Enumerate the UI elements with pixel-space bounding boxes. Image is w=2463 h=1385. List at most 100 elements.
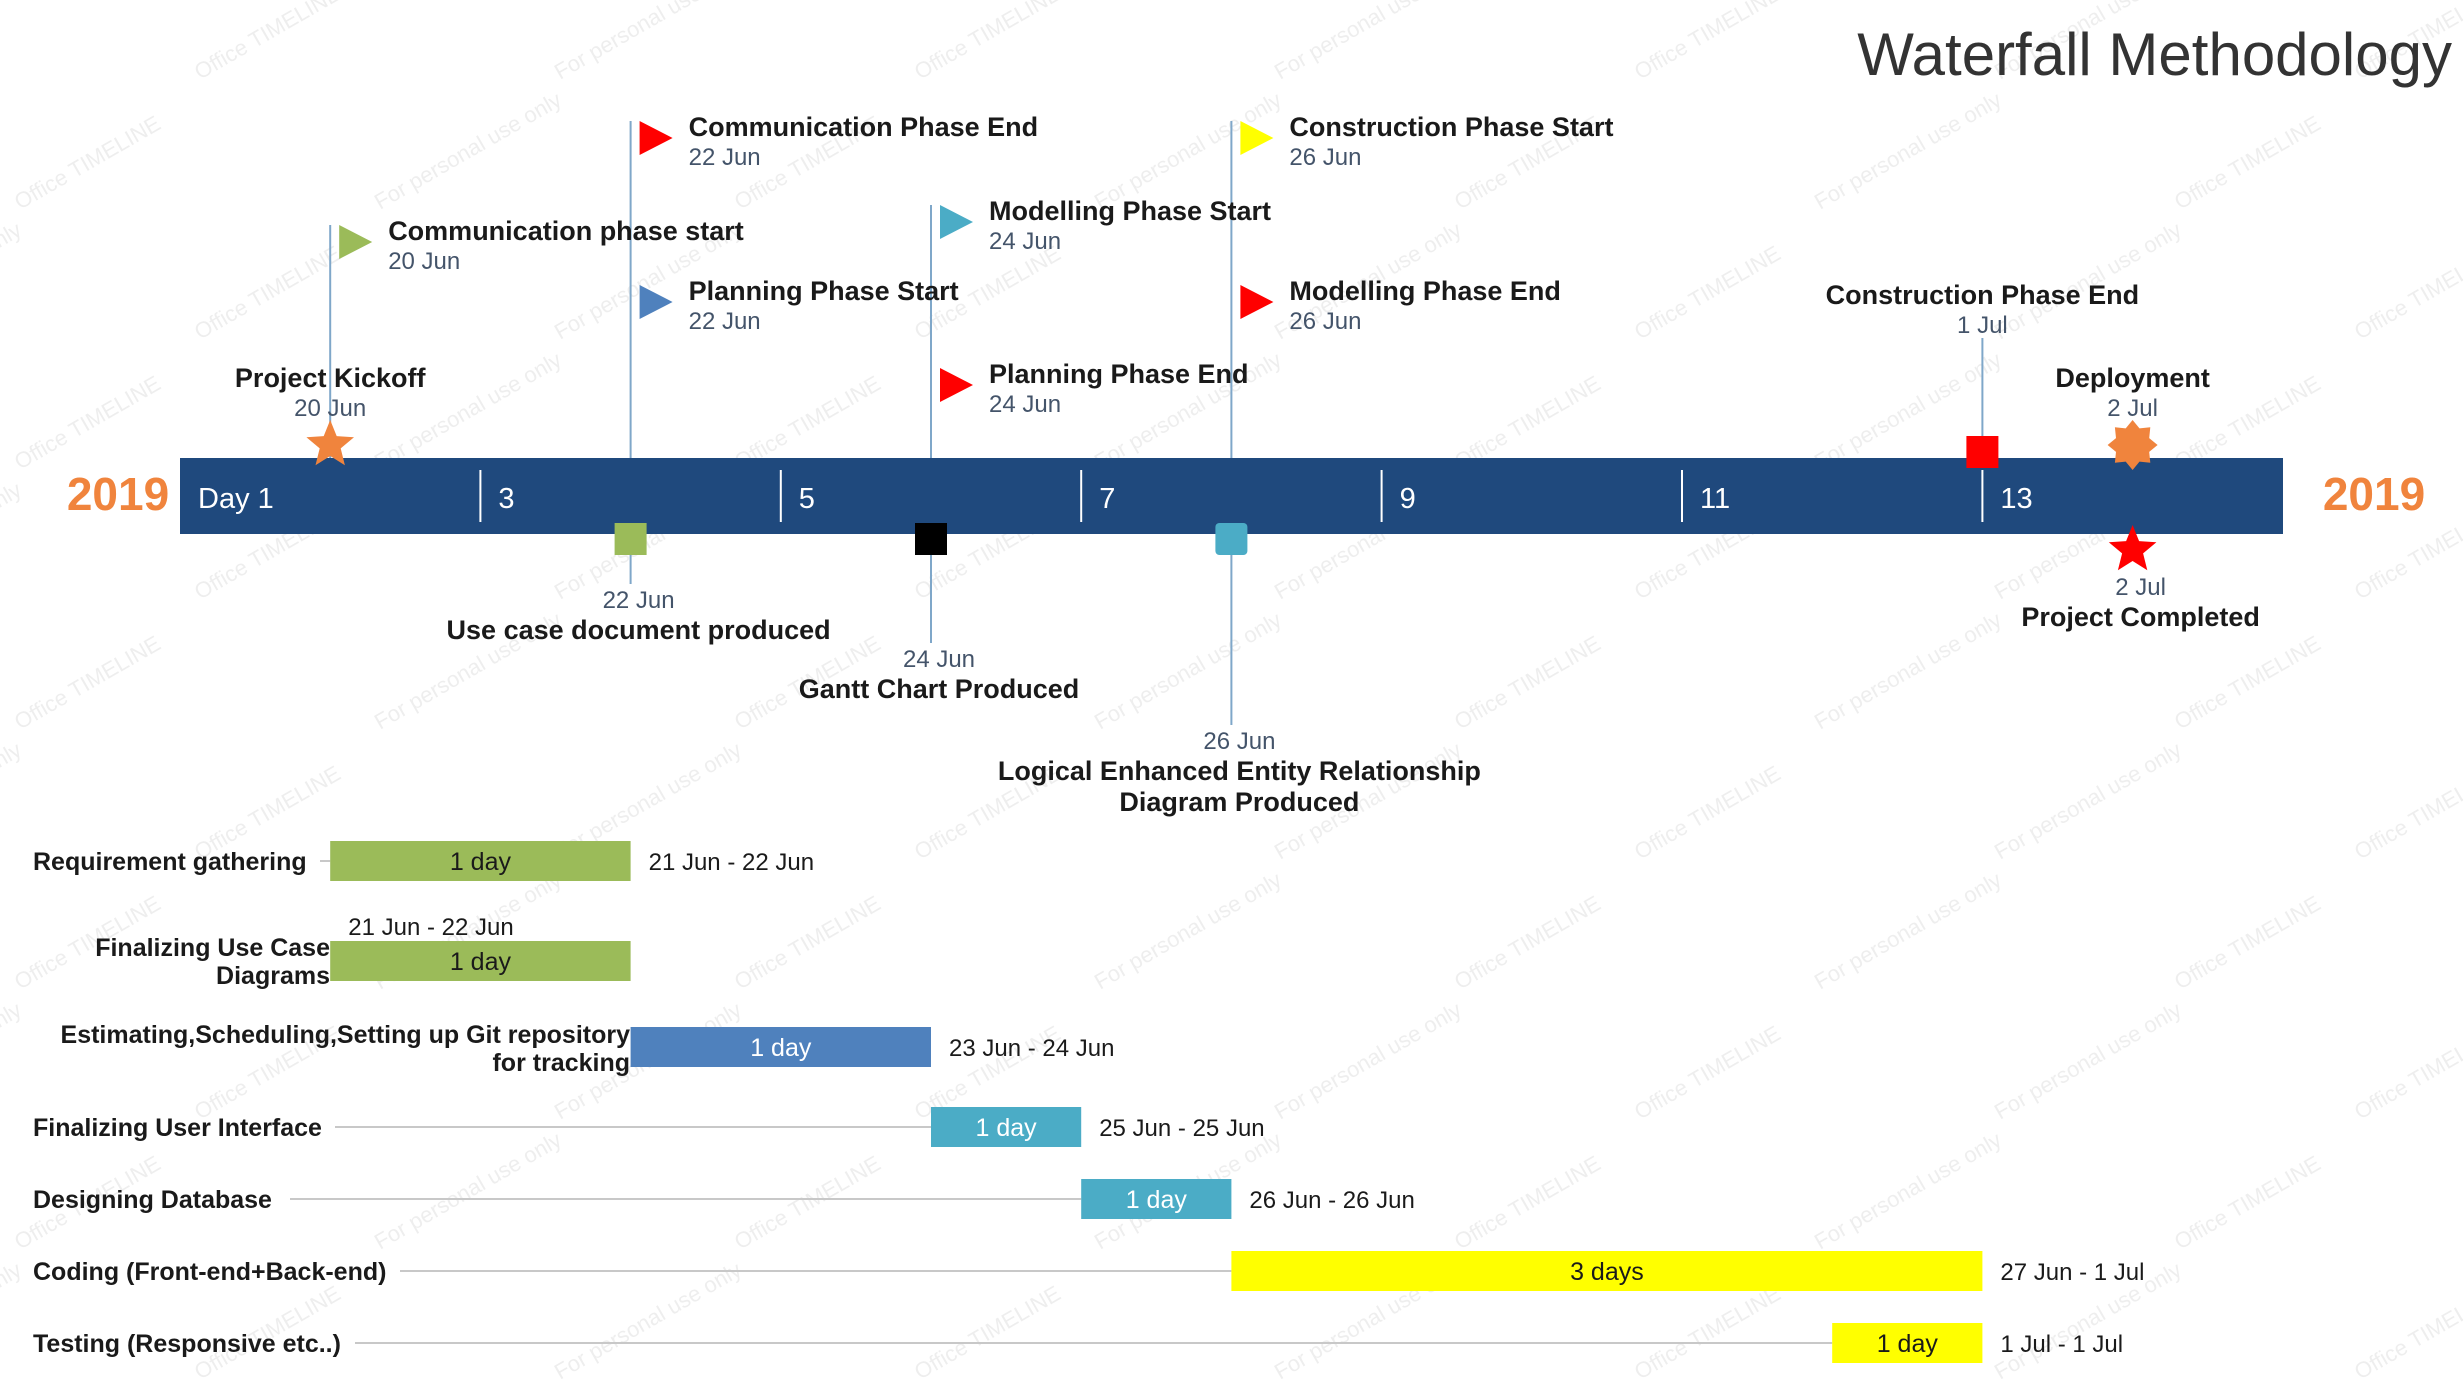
watermark-text: For personal use only: [1270, 0, 1466, 84]
rounded-square-icon: [1215, 523, 1248, 555]
milestone-date: 2 Jul: [2107, 395, 2158, 422]
square-icon: [1966, 436, 1999, 468]
burst-icon: [2107, 420, 2158, 470]
watermark-text: Office TIMELINE: [2350, 761, 2463, 865]
milestone-title: Planning Phase End: [989, 359, 1249, 389]
task-bar: [330, 941, 631, 981]
task-date-range: 27 Jun - 1 Jul: [2000, 1259, 2144, 1286]
watermark-text: For personal use only: [1270, 997, 1466, 1124]
task-bar: [1832, 1323, 1983, 1363]
milestone-date: 26 Jun: [1289, 144, 1361, 171]
star-icon: [306, 420, 354, 466]
milestone-date: 24 Jun: [903, 646, 975, 673]
task-name: Requirement gathering: [33, 848, 307, 876]
scale-tick-label: 13: [2000, 483, 2032, 515]
watermark-text: For personal use only: [0, 737, 26, 864]
watermark-text: For personal use only: [1810, 867, 2006, 994]
watermark-text: Office TIMELINE: [2170, 631, 2325, 735]
watermark-text: Office TIMELINE: [2170, 1151, 2325, 1255]
flag-icon: [639, 121, 673, 155]
flag-icon: [940, 368, 973, 402]
milestone-title: Use case document produced: [447, 615, 831, 645]
milestone-date: 22 Jun: [603, 587, 675, 614]
task-date-range: 1 Jul - 1 Jul: [2000, 1331, 2123, 1358]
task-name: for tracking: [492, 1049, 630, 1077]
watermark-text: Office TIMELINE: [1630, 0, 1785, 84]
watermark-text: Office TIMELINE: [190, 241, 345, 345]
flag-icon: [1240, 285, 1274, 319]
flag-icon: [1240, 121, 1274, 155]
milestone-title: Deployment: [2055, 363, 2210, 393]
task-bar: [1231, 1251, 1983, 1291]
timescale-bar: [180, 458, 2283, 534]
watermark-text: Office TIMELINE: [1450, 891, 1605, 995]
milestone-title: Modelling Phase End: [1289, 276, 1561, 306]
task-date-range: 25 Jun - 25 Jun: [1099, 1115, 1264, 1142]
watermark-text: For personal use only: [0, 477, 26, 604]
square-icon: [915, 523, 947, 555]
task-date-range: 23 Jun - 24 Jun: [949, 1035, 1114, 1062]
milestone-date: 24 Jun: [989, 228, 1061, 255]
page-title: Waterfall Methodology: [1857, 21, 2452, 88]
task-name: Testing (Responsive etc..): [33, 1330, 341, 1358]
year-label-left: 2019: [67, 468, 169, 520]
scale-tick-label: 5: [799, 483, 815, 515]
milestone-title: Logical Enhanced Entity Relationship: [998, 756, 1481, 786]
watermark-text: Office TIMELINE: [1450, 1151, 1605, 1255]
milestone-date: 26 Jun: [1289, 308, 1361, 335]
square-icon: [614, 523, 647, 555]
task-duration-label: 1 day: [450, 848, 512, 876]
milestone-title: Modelling Phase Start: [989, 196, 1271, 226]
task-duration-label: 1 day: [1126, 1186, 1188, 1214]
scale-tick-label: 7: [1099, 483, 1115, 515]
milestone-date: 22 Jun: [689, 144, 761, 171]
watermark-text: Office TIMELINE: [730, 1151, 885, 1255]
task-bar: [330, 841, 631, 881]
watermark-text: Office TIMELINE: [1630, 1281, 1785, 1385]
watermark-text: Office TIMELINE: [2350, 1281, 2463, 1385]
task-duration-label: 1 day: [450, 948, 512, 976]
milestone-date: 22 Jun: [689, 308, 761, 335]
milestone-title: Planning Phase Start: [689, 276, 959, 306]
watermark-text: For personal use only: [370, 1127, 566, 1254]
task-name: Finalizing Use Case: [95, 934, 330, 962]
milestone-title: Gantt Chart Produced: [799, 674, 1080, 704]
watermark-text: For personal use only: [0, 217, 26, 344]
watermark-text: Office TIMELINE: [10, 111, 165, 215]
year-label-right: 2019: [2323, 468, 2425, 520]
watermark-text: For personal use only: [1810, 607, 2006, 734]
watermark-text: Office TIMELINE: [190, 0, 345, 84]
milestone-title: Construction Phase Start: [1289, 112, 1613, 142]
watermark-text: For personal use only: [1990, 737, 2186, 864]
watermark-text: For personal use only: [550, 1257, 746, 1384]
watermark-text: Office TIMELINE: [910, 1281, 1065, 1385]
watermark-text: For personal use only: [1090, 607, 1286, 734]
milestone-title: Communication phase start: [388, 216, 744, 246]
watermark-text: Office TIMELINE: [1630, 241, 1785, 345]
milestone-title: Construction Phase End: [1826, 280, 2140, 310]
scale-tick-label: 3: [498, 483, 514, 515]
task-duration-label: 1 day: [750, 1034, 812, 1062]
task-duration-label: 3 days: [1570, 1258, 1644, 1286]
milestone-date: 2 Jul: [2115, 574, 2166, 601]
watermark-text: Office TIMELINE: [730, 891, 885, 995]
milestone-date: 1 Jul: [1957, 312, 2008, 339]
task-name: Coding (Front-end+Back-end): [33, 1258, 386, 1286]
scale-tick-label: 11: [1700, 483, 1730, 515]
watermark-text: Office TIMELINE: [1450, 631, 1605, 735]
flag-icon: [339, 225, 373, 259]
watermark-text: For personal use only: [0, 0, 26, 84]
task-name: Estimating,Scheduling,Setting up Git rep…: [61, 1021, 631, 1049]
watermark-text: For personal use only: [1810, 87, 2006, 214]
milestone-date: 20 Jun: [294, 395, 366, 422]
watermark-text: Office TIMELINE: [2170, 891, 2325, 995]
watermark-text: Office TIMELINE: [2350, 1021, 2463, 1125]
task-duration-label: 1 day: [1877, 1330, 1939, 1358]
task-date-range: 21 Jun - 22 Jun: [649, 849, 814, 876]
watermark-text: Office TIMELINE: [910, 0, 1065, 84]
scale-tick-label: 9: [1400, 483, 1416, 515]
task-bar: [1081, 1179, 1232, 1219]
watermark-text: For personal use only: [1990, 997, 2186, 1124]
milestone-date: 20 Jun: [388, 248, 460, 275]
